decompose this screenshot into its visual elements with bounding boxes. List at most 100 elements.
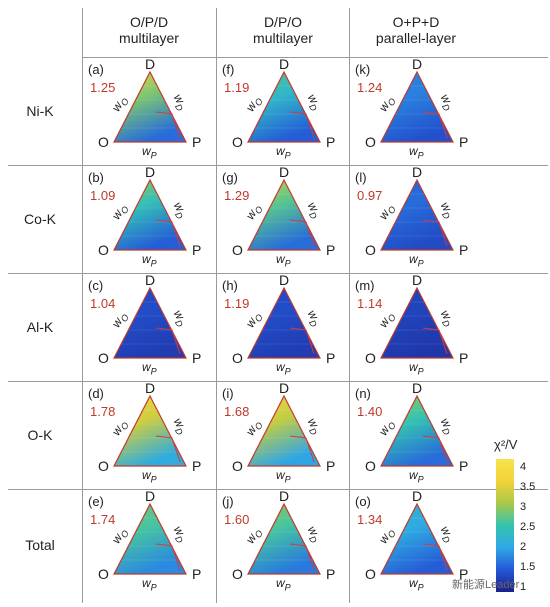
vertex-label-left: O — [365, 242, 376, 258]
panel-id: (h) — [222, 278, 238, 293]
watermark-text: 新能源Leader — [452, 579, 520, 591]
column-header-line2: multilayer — [253, 30, 313, 46]
ternary-plot — [247, 286, 321, 359]
column-header: O/P/D multilayer — [84, 14, 214, 46]
colorbar-tick: 3 — [520, 501, 527, 513]
axis-label-bottom: wP — [409, 360, 424, 377]
vertex-label-top: D — [412, 380, 423, 396]
grid-line-h — [8, 165, 548, 166]
ternary-marker-line — [289, 111, 315, 139]
vertex-label-right: P — [326, 458, 336, 474]
panel-id: (n) — [355, 386, 371, 401]
vertex-label-left: O — [365, 350, 376, 366]
ternary-marker-line — [422, 219, 448, 247]
row-label: Co-K — [24, 211, 56, 227]
panel-id: (l) — [355, 170, 367, 185]
panel-id: (b) — [88, 170, 104, 185]
panel-id: (o) — [355, 494, 371, 509]
ternary-marker-line — [155, 435, 181, 463]
colorbar-tick: 2 — [520, 541, 527, 553]
ternary-map-area — [113, 178, 187, 251]
ternary-marker-line — [289, 543, 315, 571]
vertex-label-left: O — [232, 242, 243, 258]
grid-line-h — [8, 273, 548, 274]
column-header: O+P+D parallel-layer — [351, 14, 481, 46]
ternary-map-area — [247, 286, 321, 359]
grid-line-h — [8, 381, 548, 382]
panel-id: (j) — [222, 494, 234, 509]
ternary-plot — [380, 394, 454, 467]
axis-label-bottom: wP — [276, 144, 291, 161]
vertex-label-right: P — [326, 242, 336, 258]
axis-label-bottom: wP — [142, 360, 157, 377]
chi-square-value: 1.19 — [224, 80, 250, 95]
axis-label-bottom: wP — [409, 252, 424, 269]
ternary-marker-line — [289, 435, 315, 463]
panel-id: (a) — [88, 62, 104, 77]
vertex-label-right: P — [459, 242, 469, 258]
panel-id: (i) — [222, 386, 234, 401]
column-header-line2: multilayer — [119, 30, 179, 46]
panel-id: (d) — [88, 386, 104, 401]
vertex-label-top: D — [412, 56, 423, 72]
axis-label-bottom: wP — [276, 360, 291, 377]
ternary-map-area — [113, 394, 187, 467]
ternary-plot — [113, 394, 187, 467]
ternary-plot — [113, 178, 187, 251]
colorbar-title: χ²/V — [494, 437, 518, 452]
colorbar-tick: 4 — [520, 461, 527, 473]
vertex-label-right: P — [192, 566, 202, 582]
column-header-line2: parallel-layer — [375, 30, 457, 46]
ternary-marker-line — [155, 543, 181, 571]
vertex-label-right: P — [192, 242, 202, 258]
ternary-marker-line — [422, 327, 448, 355]
ternary-map-area — [380, 70, 454, 143]
axis-label-bottom: wP — [409, 576, 424, 593]
ternary-map-area — [113, 502, 187, 575]
vertex-label-top: D — [279, 164, 290, 180]
ternary-plot — [380, 70, 454, 143]
ternary-marker-line — [155, 111, 181, 139]
ternary-plot — [380, 502, 454, 575]
ternary-marker-line — [422, 543, 448, 571]
ternary-plot — [247, 178, 321, 251]
axis-label-bottom: wP — [409, 468, 424, 485]
axis-label-bottom: wP — [276, 468, 291, 485]
grid-line-h — [82, 57, 548, 58]
grid-line-v — [82, 8, 83, 603]
ternary-marker-line — [289, 219, 315, 247]
vertex-label-right: P — [326, 134, 336, 150]
chi-square-value: 1.68 — [224, 404, 250, 419]
axis-label-bottom: wP — [142, 252, 157, 269]
chi-square-value: 1.14 — [357, 296, 383, 311]
chi-square-value: 1.60 — [224, 512, 250, 527]
ternary-marker-line — [155, 327, 181, 355]
axis-label-bottom: wP — [276, 576, 291, 593]
vertex-label-right: P — [459, 350, 469, 366]
chi-square-value: 1.19 — [224, 296, 250, 311]
chi-square-value: 1.04 — [90, 296, 116, 311]
ternary-marker-line — [155, 219, 181, 247]
column-header: D/P/O multilayer — [218, 14, 348, 46]
ternary-plot — [113, 286, 187, 359]
panel-id: (g) — [222, 170, 238, 185]
ternary-map-area — [380, 178, 454, 251]
vertex-label-top: D — [279, 380, 290, 396]
ternary-map-area — [380, 286, 454, 359]
chi-square-value: 1.25 — [90, 80, 116, 95]
chi-square-value: 1.29 — [224, 188, 250, 203]
colorbar-tick: 1.5 — [520, 561, 536, 573]
ternary-plot — [380, 178, 454, 251]
panel-id: (c) — [88, 278, 104, 293]
chi-square-value: 0.97 — [357, 188, 383, 203]
ternary-map-area — [247, 394, 321, 467]
ternary-plot — [113, 502, 187, 575]
